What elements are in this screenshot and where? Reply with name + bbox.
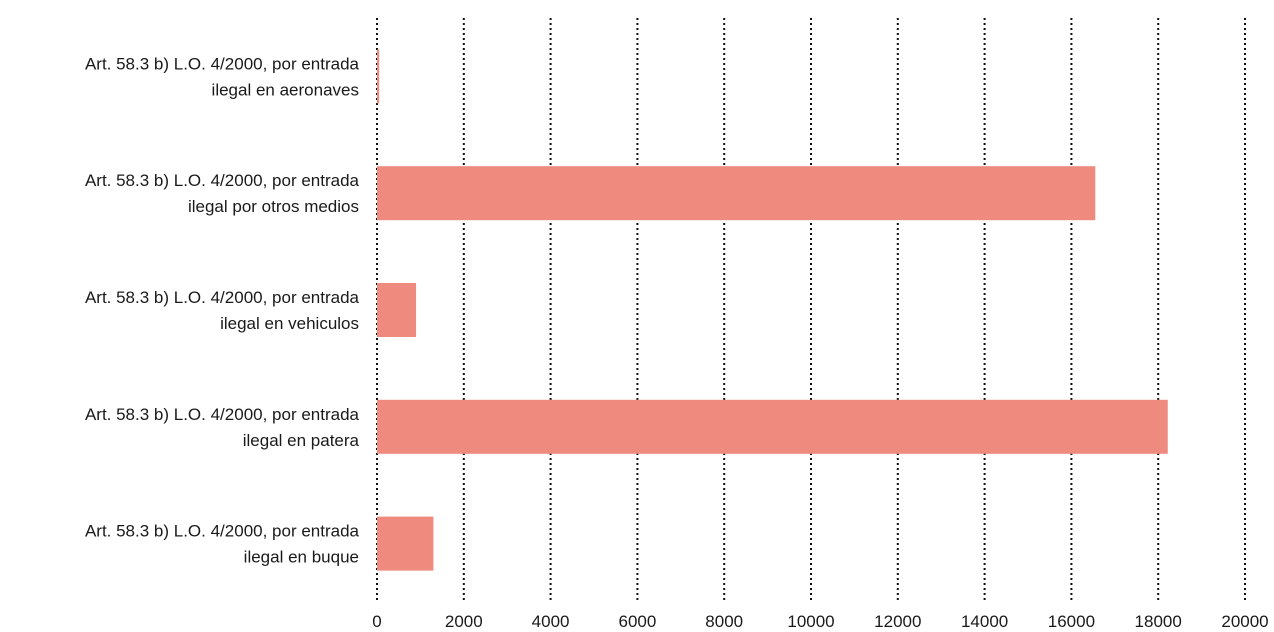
x-tick-label: 18000 bbox=[1135, 612, 1182, 631]
bar bbox=[377, 399, 1168, 454]
category-label-line: Art. 58.3 b) L.O. 4/2000, por entrada bbox=[85, 522, 360, 541]
category-label-line: ilegal en patera bbox=[243, 431, 360, 450]
x-tick-label: 20000 bbox=[1221, 612, 1268, 631]
x-tick-label: 4000 bbox=[532, 612, 570, 631]
grid-lines bbox=[376, 18, 1246, 602]
x-tick-label: 10000 bbox=[787, 612, 834, 631]
x-tick-label: 0 bbox=[372, 612, 381, 631]
category-labels: Art. 58.3 b) L.O. 4/2000, por entrada ile… bbox=[85, 54, 360, 566]
x-axis-tick-labels: 0 2000 4000 6000 8000 10000 12000 14000 16000 180… bbox=[372, 612, 1268, 631]
category-label-line: Art. 58.3 b) L.O. 4/2000, por entrada bbox=[85, 288, 360, 307]
x-tick-label: 16000 bbox=[1048, 612, 1095, 631]
category-label-line: ilegal en vehiculos bbox=[220, 314, 359, 333]
category-label: Art. 58.3 b) L.O. 4/2000, por entrada ile… bbox=[85, 288, 360, 333]
category-label-line: Art. 58.3 b) L.O. 4/2000, por entrada bbox=[85, 405, 360, 424]
bar bbox=[377, 516, 434, 571]
category-label-line: ilegal en buque bbox=[244, 548, 359, 567]
x-tick-label: 2000 bbox=[445, 612, 483, 631]
bar bbox=[377, 49, 380, 104]
category-label: Art. 58.3 b) L.O. 4/2000, por entrada ile… bbox=[85, 405, 360, 450]
bar bbox=[377, 166, 1096, 221]
category-label: Art. 58.3 b) L.O. 4/2000, por entrada ile… bbox=[85, 522, 360, 567]
x-tick-label: 12000 bbox=[874, 612, 921, 631]
category-label-line: Art. 58.3 b) L.O. 4/2000, por entrada bbox=[85, 54, 360, 73]
x-tick-label: 14000 bbox=[961, 612, 1008, 631]
category-label: Art. 58.3 b) L.O. 4/2000, por entrada ile… bbox=[85, 54, 360, 99]
category-label: Art. 58.3 b) L.O. 4/2000, por entrada ile… bbox=[85, 171, 360, 216]
category-label-line: Art. 58.3 b) L.O. 4/2000, por entrada bbox=[85, 171, 360, 190]
x-tick-label: 6000 bbox=[618, 612, 656, 631]
category-label-line: ilegal en aeronaves bbox=[212, 80, 359, 99]
x-tick-label: 8000 bbox=[705, 612, 743, 631]
category-label-line: ilegal por otros medios bbox=[188, 197, 359, 216]
bars bbox=[377, 49, 1168, 571]
bar bbox=[377, 283, 417, 337]
